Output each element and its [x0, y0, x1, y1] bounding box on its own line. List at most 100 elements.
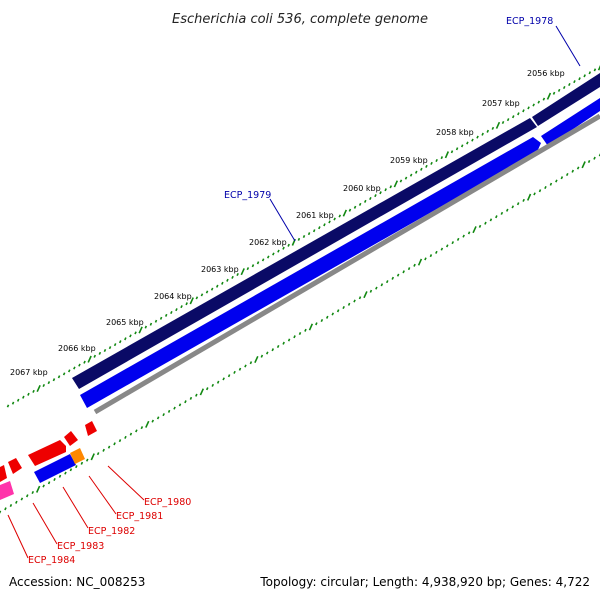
lower-ruler-tick [162, 413, 165, 417]
upper-ruler-tick [73, 366, 76, 370]
gene-label-ecp-1980[interactable]: ECP_1980 [144, 497, 191, 508]
lower-ruler-tick [75, 465, 78, 469]
lower-ruler-tick [369, 289, 373, 293]
lower-ruler-tick [576, 166, 580, 170]
lower-ruler-tick [413, 263, 416, 267]
lower-ruler-tick [402, 270, 405, 274]
upper-ruler-tick [486, 129, 490, 133]
blue-feature-lower [34, 454, 76, 483]
upper-ruler-tick [597, 65, 600, 71]
lower-ruler-tick [440, 247, 444, 251]
lower-ruler-tick [53, 477, 56, 482]
lower-ruler-tick [85, 458, 89, 462]
lower-ruler-tick [511, 205, 515, 209]
gene-label-ecp-1983[interactable]: ECP_1983 [57, 541, 104, 552]
lower-ruler-tick [9, 503, 13, 508]
upper-ruler-tick [67, 369, 71, 373]
upper-ruler-tick [573, 80, 576, 84]
lower-ruler-tick [47, 481, 51, 485]
lower-ruler-tick [544, 185, 547, 190]
upper-ruler-tick [124, 337, 127, 341]
lower-ruler-tick [353, 299, 356, 303]
red-feature-5 [0, 465, 7, 482]
gene-label-ecp-1979[interactable]: ECP_1979 [224, 190, 271, 201]
kbp-label: 2059 kbp [390, 156, 428, 165]
lower-ruler-tick [298, 331, 302, 336]
lower-ruler-tick [587, 159, 591, 164]
upper-ruler-tick [144, 325, 148, 329]
lower-ruler-tick [581, 161, 586, 169]
upper-ruler-tick [93, 354, 97, 358]
upper-ruler-tick [200, 293, 204, 297]
upper-ruler-tick [420, 167, 423, 171]
gene-label-ecp-1982[interactable]: ECP_1982 [88, 526, 135, 537]
upper-ruler-tick [98, 351, 102, 355]
lower-ruler-tick [533, 192, 536, 196]
lower-ruler-tick [526, 193, 532, 201]
lower-ruler-tick [472, 226, 477, 234]
upper-ruler-tick [221, 281, 224, 285]
lower-ruler-tick [522, 198, 525, 202]
kbp-label: 2057 kbp [482, 99, 520, 108]
forward-strand-band-2 [532, 73, 600, 126]
upper-ruler-tick [491, 126, 495, 130]
upper-ruler-tick [138, 326, 143, 334]
lower-ruler-tick [233, 370, 236, 374]
upper-ruler-tick [342, 209, 348, 217]
upper-ruler-tick [593, 68, 597, 72]
gene-label-ecp-1981[interactable]: ECP_1981 [116, 511, 163, 522]
upper-ruler-tick [522, 109, 525, 113]
lower-ruler-tick [549, 182, 553, 186]
upper-ruler-tick [506, 118, 510, 122]
lower-ruler-tick [417, 258, 423, 266]
upper-ruler-tick [27, 392, 30, 396]
kbp-label: 2063 kbp [201, 265, 239, 274]
upper-ruler-tick [266, 255, 270, 259]
lower-ruler-tick [178, 403, 182, 407]
upper-ruler-tick [501, 120, 505, 125]
lower-ruler-tick [565, 172, 569, 177]
upper-ruler-tick [210, 287, 214, 291]
lower-ruler-tick [315, 322, 318, 326]
red-feature-1 [28, 440, 66, 466]
upper-ruler-tick [297, 237, 301, 241]
lower-ruler-tick [151, 419, 155, 423]
lower-ruler-tick [184, 400, 187, 404]
upper-ruler-tick [164, 313, 168, 317]
lower-ruler-tick [238, 367, 242, 371]
gene-label-ecp-1978[interactable]: ECP_1978 [506, 16, 553, 27]
upper-ruler-tick [16, 398, 20, 402]
red-feature-2 [64, 431, 78, 446]
callout-line-ecp-1980 [107, 465, 145, 501]
lower-ruler-tick [276, 344, 280, 349]
lower-ruler-tick [145, 420, 150, 428]
upper-ruler-tick [440, 156, 444, 160]
orange-feature [70, 448, 85, 464]
lower-ruler-tick [451, 241, 455, 245]
upper-ruler-tick [113, 343, 117, 347]
upper-ruler-tick [287, 243, 290, 247]
gene-label-ecp-1984[interactable]: ECP_1984 [28, 555, 75, 566]
upper-ruler-tick [455, 147, 459, 151]
lower-ruler-tick [424, 257, 427, 261]
upper-ruler-tick [32, 389, 35, 393]
upper-ruler-tick [348, 208, 352, 212]
lower-ruler-tick [304, 328, 307, 332]
upper-ruler-tick [353, 205, 357, 209]
lower-ruler-tick [293, 335, 296, 339]
upper-ruler-tick [333, 217, 336, 221]
lower-ruler-tick [211, 383, 215, 387]
upper-ruler-tick [175, 308, 178, 312]
lower-ruler-tick [90, 453, 95, 461]
lower-ruler-tick [407, 267, 411, 271]
upper-ruler-tick [180, 305, 183, 309]
lower-ruler-tick [25, 494, 29, 498]
lower-ruler-tick [129, 432, 133, 436]
upper-ruler-tick [583, 74, 586, 78]
callout-line-ecp-1981 [88, 475, 117, 515]
upper-ruler-tick [118, 340, 122, 344]
upper-ruler-tick [363, 199, 367, 203]
lower-ruler-tick [375, 286, 378, 290]
upper-ruler-tick [261, 258, 265, 262]
